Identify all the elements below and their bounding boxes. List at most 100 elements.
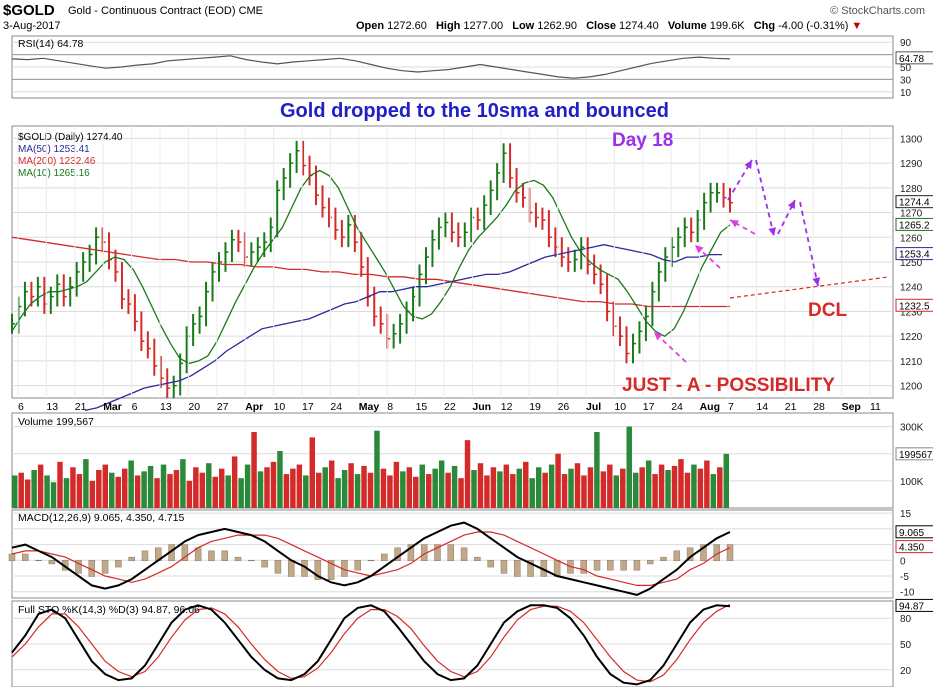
annotation-dcl: DCL [808, 300, 848, 321]
volume-bar [367, 472, 374, 508]
macd-histogram-bar [314, 560, 322, 580]
volume-bar [264, 467, 270, 508]
volume-bar [115, 476, 121, 508]
pointer-arrow-1-head [730, 220, 739, 228]
x-axis-label: 8 [387, 401, 393, 413]
volume-bar [121, 468, 128, 508]
macd-tick-label: -10 [900, 588, 915, 599]
macd-histogram-bar [181, 544, 189, 562]
macd-histogram-bar [221, 550, 228, 562]
volume-bar [510, 474, 516, 508]
macd-histogram-bar [8, 553, 16, 562]
volume-tick-label: 300K [900, 423, 924, 434]
chart-header: $GOLD Gold - Continuous Contract (EOD) C… [0, 0, 933, 34]
volume-bar [406, 467, 413, 508]
volume-bar [535, 467, 542, 508]
price-legend-item: $GOLD (Daily) 1274.40 [18, 132, 123, 143]
price-tick-label: 1250 [900, 258, 923, 269]
volume-bar [425, 474, 432, 508]
macd-value-tag: 9.065 [899, 528, 924, 539]
volume-bar [212, 476, 218, 508]
macd-line [11, 521, 731, 596]
volume-bar [464, 440, 471, 508]
macd-tick-label: 0 [900, 556, 906, 567]
x-axis-label: 21 [75, 401, 87, 413]
ma200-projection-line [729, 276, 889, 299]
x-axis-label: Jul [586, 401, 601, 413]
volume-bar [658, 464, 665, 508]
macd-histogram-bar [500, 560, 508, 574]
price-value-tag-box [895, 298, 933, 312]
volume-bar [438, 460, 445, 508]
volume-bar [600, 471, 607, 508]
pointer-arrow-3-head [654, 332, 663, 341]
macd-histogram-bar [580, 560, 587, 574]
x-axis-label: 21 [785, 401, 797, 413]
macd-histogram-bar [101, 560, 109, 574]
volume-value-tag-box [895, 447, 933, 461]
volume-bar [490, 467, 497, 508]
instrument-name: Gold - Continuous Contract (EOD) CME [68, 5, 264, 17]
macd-histogram-bar [381, 553, 388, 562]
x-axis-label: 26 [558, 401, 570, 413]
projection-arrow-down [755, 159, 775, 237]
volume-bar [374, 430, 380, 508]
price-value-tag: 1232.5 [899, 301, 930, 312]
price-value-tag: 1265.2 [899, 220, 930, 231]
rsi-line [11, 55, 731, 79]
volume-bar [555, 453, 561, 508]
sto-k-line [11, 604, 731, 686]
volume-bar [270, 461, 277, 508]
price-tick-label: 1240 [900, 283, 923, 294]
sto-tick-label: 80 [900, 614, 912, 625]
macd-histogram-bar [407, 544, 415, 562]
sto-d-line [11, 603, 731, 683]
volume-bar [128, 460, 134, 508]
volume-bar [523, 461, 529, 508]
price-tick-label: 1200 [900, 382, 923, 393]
macd-histogram-bar [726, 544, 734, 562]
volume-bar [568, 468, 574, 508]
macd-histogram-bar [474, 556, 481, 562]
macd-histogram-bar [261, 560, 268, 568]
volume-bar [290, 468, 296, 508]
price-tick-label: 1270 [900, 209, 923, 220]
volume-label: Volume 199,567 [18, 416, 94, 428]
volume-bar [354, 474, 361, 508]
volume-bar [652, 474, 658, 508]
x-axis-label: 19 [529, 401, 541, 413]
x-axis-label: Apr [245, 401, 263, 413]
volume-bar [173, 470, 180, 508]
x-axis-label: Mar [103, 401, 122, 413]
volume-bar [218, 468, 225, 508]
volume-bar [361, 465, 367, 508]
volume-bar [477, 463, 484, 508]
volume-bar [83, 459, 89, 508]
macd-tick-label: -5 [900, 572, 909, 583]
macd-histogram-bar [48, 560, 56, 565]
volume-bar [335, 478, 341, 508]
macd-histogram-bar [593, 560, 601, 571]
symbol: $GOLD [3, 2, 55, 19]
x-axis-label: 24 [671, 401, 683, 413]
x-axis-label: 7 [728, 401, 734, 413]
x-axis-label: Aug [700, 401, 720, 413]
volume-bar [70, 467, 76, 508]
volume-bar [160, 464, 167, 508]
macd-histogram-bar [367, 560, 375, 562]
volume-bar [380, 468, 387, 508]
macd-histogram-bar [274, 560, 282, 574]
price-tick-label: 1290 [900, 159, 923, 170]
x-axis-label: Sep [842, 401, 861, 413]
volume-bar [147, 465, 154, 508]
macd-histogram-bar [434, 544, 441, 562]
volume-bar [413, 476, 419, 508]
volume-bar [303, 475, 309, 508]
macd-histogram-bar [633, 560, 641, 571]
volume-bar [717, 467, 723, 508]
macd-signal-tag: 4.350 [899, 543, 924, 554]
volume-bar [109, 472, 115, 508]
volume-bar [548, 464, 555, 508]
rsi-tick-label: 50 [900, 63, 912, 74]
macd-histogram-bar [700, 544, 707, 562]
